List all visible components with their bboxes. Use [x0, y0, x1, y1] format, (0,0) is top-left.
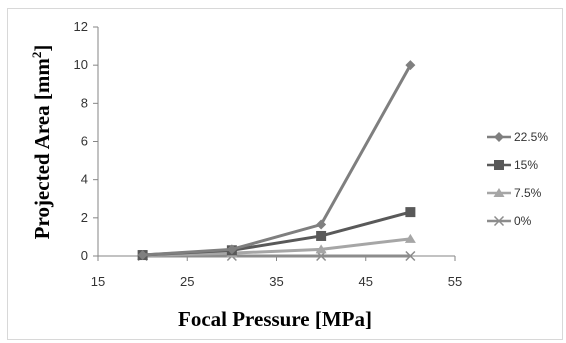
legend-marker: [494, 160, 504, 170]
series-layer: [137, 60, 416, 262]
data-point: [315, 244, 327, 254]
x-tick-label: 55: [448, 274, 462, 289]
x-tick-label: 25: [180, 274, 194, 289]
legend-item: 22.5%: [487, 130, 548, 144]
y-axis-title: Projected Area [mm2]: [29, 45, 54, 240]
data-point: [405, 207, 416, 218]
series-line: [142, 64, 412, 257]
y-tick-label: 4: [81, 172, 88, 187]
series-22-5pct: [137, 60, 416, 261]
data-point: [404, 233, 416, 243]
y-axis-title-superscript: 2: [29, 52, 44, 59]
legend-item: 15%: [487, 158, 538, 172]
data-point: [226, 244, 237, 255]
y-tick-label: 10: [74, 57, 88, 72]
data-point: [316, 230, 327, 241]
data-point: [405, 60, 416, 71]
legend-label: 0%: [514, 214, 532, 228]
x-tick-label: 35: [269, 274, 283, 289]
legend: 22.5% 15% 7.5% 0%: [487, 130, 548, 228]
legend-label: 15%: [514, 158, 538, 172]
y-axis-title-close: ]: [30, 45, 54, 52]
x-tick-label: 15: [91, 274, 105, 289]
legend-item: 0%: [487, 214, 532, 228]
y-tick-label: 12: [74, 19, 88, 34]
legend-marker: [493, 215, 505, 227]
legend-label: 22.5%: [514, 130, 548, 144]
series-line: [142, 210, 411, 257]
series-line: [142, 237, 411, 258]
legend-marker: [494, 132, 504, 142]
x-axis-title: Focal Pressure [MPa]: [178, 307, 372, 331]
legend-marker: [493, 188, 505, 197]
data-point: [405, 250, 416, 262]
y-axis-title-main: Projected Area [mm: [30, 58, 54, 240]
axes: 0 2 4 6 8 10 12 15 25 35 45 55: [74, 19, 463, 289]
y-tick-label: 6: [81, 134, 88, 149]
legend-item: 7.5%: [487, 186, 542, 200]
y-tick-label: 8: [81, 95, 88, 110]
y-tick-label: 2: [81, 210, 88, 225]
legend-label: 7.5%: [514, 186, 542, 200]
chart-frame: [7, 8, 563, 340]
x-tick-label: 45: [359, 274, 373, 289]
y-tick-label: 0: [81, 248, 88, 263]
data-point: [137, 250, 148, 261]
data-point: [316, 219, 327, 230]
